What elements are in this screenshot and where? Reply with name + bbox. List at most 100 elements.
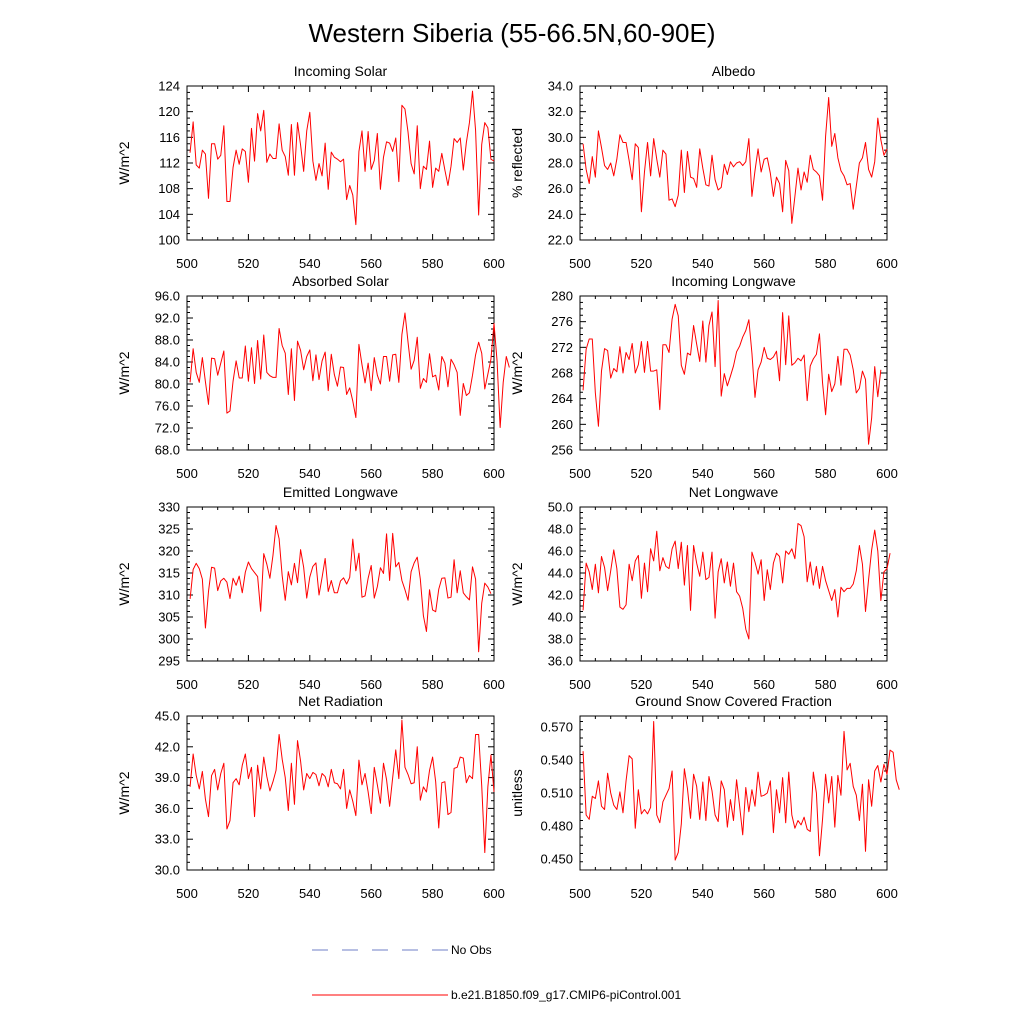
x-tick-label: 500 [176, 466, 198, 481]
y-tick-label: 33.0 [155, 832, 180, 847]
y-tick-label: 68.0 [155, 443, 180, 458]
panel-title: Albedo [712, 63, 756, 79]
y-tick-label: 45.0 [155, 709, 180, 724]
series-line-model [189, 719, 495, 854]
x-tick-label: 560 [753, 677, 775, 692]
x-tick-label: 580 [422, 256, 444, 271]
series-line-model [582, 299, 882, 445]
y-tick-label: 108 [158, 181, 180, 196]
y-axis-label: unitless [509, 769, 525, 816]
y-axis-label: W/m^2 [116, 562, 132, 605]
series-line-model [189, 312, 510, 428]
y-tick-label: 92.0 [155, 311, 180, 326]
plot-frame [186, 506, 495, 662]
y-tick-label: 0.450 [540, 852, 573, 867]
y-axis-label: W/m^2 [116, 771, 132, 814]
y-tick-label: 260 [551, 417, 573, 432]
y-tick-label: 264 [551, 391, 573, 406]
panel-title: Net Longwave [689, 484, 779, 500]
panel-net-longwave: Net Longwave W/m^2 500 520 540 560 580 600 36.0 3… [509, 484, 898, 692]
panel-title: Emitted Longwave [283, 484, 398, 500]
legend: No Obs b.e21.B1850.f09_g17.CMIP6-piContr… [312, 943, 681, 1002]
x-tick-label: 600 [876, 466, 898, 481]
y-tick-label: 96.0 [155, 289, 180, 304]
y-tick-label: 36.0 [155, 801, 180, 816]
y-tick-label: 0.480 [540, 819, 573, 834]
plot-frame [579, 85, 888, 241]
y-tick-label: 120 [158, 104, 180, 119]
series-line-model [189, 90, 495, 226]
y-tick-label: 46.0 [548, 544, 573, 559]
legend-label-no-obs: No Obs [451, 943, 492, 957]
y-tick-label: 276 [551, 314, 573, 329]
x-tick-label: 560 [360, 256, 382, 271]
x-tick-label: 600 [876, 677, 898, 692]
plot-frame [186, 295, 495, 451]
y-axis-label: % reflected [509, 128, 525, 198]
y-tick-label: 315 [158, 566, 180, 581]
y-tick-label: 44.0 [548, 566, 573, 581]
x-tick-label: 580 [815, 256, 837, 271]
x-tick-label: 500 [176, 886, 198, 901]
y-tick-label: 0.510 [540, 786, 573, 801]
x-tick-label: 520 [631, 886, 653, 901]
y-axis-label: W/m^2 [509, 562, 525, 605]
x-tick-label: 540 [299, 677, 321, 692]
plot-frame [186, 85, 495, 241]
y-axis-label: W/m^2 [116, 351, 132, 394]
y-tick-label: 256 [551, 443, 573, 458]
y-tick-label: 268 [551, 366, 573, 381]
x-tick-label: 520 [631, 256, 653, 271]
y-tick-label: 36.0 [548, 654, 573, 669]
x-tick-label: 600 [483, 886, 505, 901]
y-tick-label: 310 [158, 588, 180, 603]
x-tick-label: 520 [238, 886, 260, 901]
y-tick-label: 112 [159, 156, 180, 171]
x-tick-label: 500 [569, 256, 591, 271]
y-tick-label: 0.570 [540, 720, 573, 735]
y-tick-label: 104 [158, 207, 180, 222]
y-tick-label: 295 [158, 654, 180, 669]
x-tick-label: 520 [631, 677, 653, 692]
panel-incoming-longwave: Incoming Longwave W/m^2 500 520 540 560 580 600… [509, 273, 898, 481]
x-tick-label: 560 [753, 466, 775, 481]
x-tick-label: 540 [692, 466, 714, 481]
x-tick-label: 540 [299, 466, 321, 481]
y-tick-label: 300 [158, 632, 180, 647]
x-tick-label: 500 [569, 466, 591, 481]
y-tick-label: 325 [158, 522, 180, 537]
y-tick-label: 280 [551, 289, 573, 304]
x-tick-label: 580 [422, 886, 444, 901]
y-tick-label: 330 [158, 500, 180, 515]
y-tick-label: 40.0 [548, 610, 573, 625]
x-tick-label: 540 [299, 886, 321, 901]
series-line-model [582, 97, 888, 224]
y-tick-label: 80.0 [155, 377, 180, 392]
panel-emitted-longwave: Emitted Longwave W/m^2 500 520 540 560 580 600 2… [116, 484, 505, 692]
y-tick-label: 42.0 [548, 588, 573, 603]
y-tick-label: 72.0 [155, 421, 180, 436]
x-tick-label: 560 [753, 256, 775, 271]
x-tick-label: 560 [360, 677, 382, 692]
x-tick-label: 540 [299, 256, 321, 271]
x-tick-label: 520 [238, 256, 260, 271]
x-tick-label: 600 [876, 886, 898, 901]
x-tick-label: 580 [422, 466, 444, 481]
x-tick-label: 500 [176, 256, 198, 271]
x-tick-label: 540 [692, 886, 714, 901]
y-tick-label: 116 [159, 130, 180, 145]
plot-frame [579, 506, 888, 662]
y-tick-label: 32.0 [548, 104, 573, 119]
series-line-model [582, 721, 900, 861]
x-tick-label: 500 [176, 677, 198, 692]
series-line-model [582, 523, 891, 640]
y-tick-label: 22.0 [548, 233, 573, 248]
y-tick-label: 42.0 [155, 739, 180, 754]
panel-title: Absorbed Solar [292, 273, 389, 289]
x-tick-label: 580 [815, 886, 837, 901]
x-tick-label: 600 [876, 256, 898, 271]
legend-label-model: b.e21.B1850.f09_g17.CMIP6-piControl.001 [451, 988, 681, 1002]
y-tick-label: 305 [158, 610, 180, 625]
y-tick-label: 26.0 [548, 181, 573, 196]
